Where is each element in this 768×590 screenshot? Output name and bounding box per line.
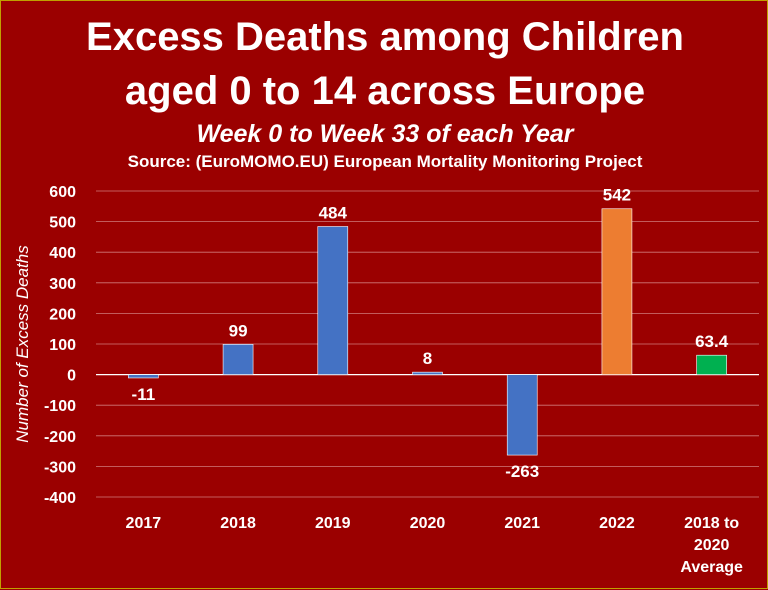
data-label: 63.4 bbox=[695, 332, 729, 351]
category-label: 2018 bbox=[220, 515, 256, 532]
bar bbox=[696, 354, 727, 375]
category-label: 2017 bbox=[126, 515, 162, 532]
y-axis-tick-labels: -400 -300 -200 -100 0 100 200 300 400 500 600 bbox=[44, 184, 76, 507]
chart-title-line-2: aged 0 to 14 across Europe bbox=[124, 69, 646, 113]
category-label: Average bbox=[680, 559, 743, 576]
y-tick-label: 100 bbox=[49, 337, 76, 354]
data-label: -11 bbox=[132, 385, 156, 404]
bar bbox=[222, 344, 254, 375]
bar bbox=[128, 374, 159, 379]
bar bbox=[317, 226, 349, 375]
chart-source: Source: (EuroMOMO.EU) European Mortality… bbox=[127, 152, 643, 171]
category-label: 2020 bbox=[410, 515, 446, 532]
category-label: 2019 bbox=[315, 515, 351, 532]
category-label: 2018 to bbox=[684, 515, 739, 532]
gridlines bbox=[96, 190, 759, 498]
chart-subtitle: Week 0 to Week 33 of each Year bbox=[196, 120, 574, 148]
bar bbox=[412, 371, 443, 375]
y-tick-label: -100 bbox=[44, 398, 76, 415]
y-tick-label: 0 bbox=[67, 368, 76, 385]
y-axis-label: Number of Excess Deaths bbox=[13, 245, 32, 443]
y-tick-label: -200 bbox=[44, 429, 76, 446]
y-tick-label: 400 bbox=[49, 245, 76, 262]
y-tick-label: 200 bbox=[49, 306, 76, 323]
bar bbox=[601, 208, 633, 375]
y-tick-label: 300 bbox=[49, 276, 76, 293]
category-label: 2021 bbox=[504, 515, 540, 532]
data-label: 484 bbox=[319, 203, 348, 222]
category-label: 2020 bbox=[694, 537, 730, 554]
data-label: 8 bbox=[423, 349, 432, 368]
category-label: 2022 bbox=[599, 515, 635, 532]
y-tick-label: 600 bbox=[49, 184, 76, 201]
bar bbox=[506, 374, 538, 456]
y-tick-label: -400 bbox=[44, 490, 76, 507]
chart-title-line-1: Excess Deaths among Children bbox=[86, 15, 684, 59]
y-tick-label: -300 bbox=[44, 459, 76, 476]
data-label: -263 bbox=[505, 462, 539, 481]
y-tick-label: 500 bbox=[49, 215, 76, 232]
data-label: 99 bbox=[229, 321, 248, 340]
data-labels: -11 99 484 8 -263 542 63.4 bbox=[132, 186, 729, 481]
data-label: 542 bbox=[603, 186, 631, 205]
x-axis-category-labels: 2017 2018 2019 2020 2021 2022 2018 to 2020 Avera… bbox=[126, 515, 743, 576]
bars bbox=[128, 208, 727, 456]
